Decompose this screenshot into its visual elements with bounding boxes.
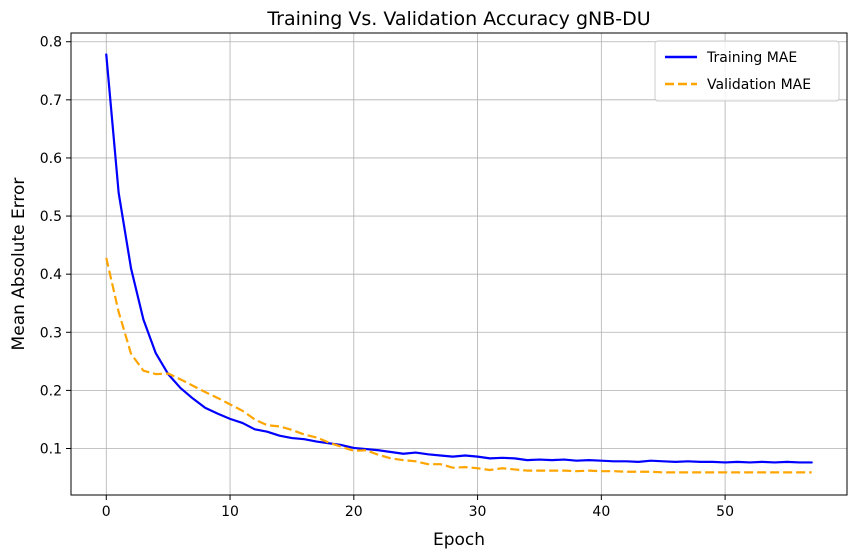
validation-mae-line bbox=[105, 257, 812, 474]
plot-frame bbox=[70, 32, 848, 496]
x-tick-label: 30 bbox=[469, 504, 487, 520]
legend-box bbox=[654, 40, 840, 102]
y-tick-label: 0.1 bbox=[40, 442, 62, 458]
y-tick-label: 0.4 bbox=[40, 267, 62, 283]
legend: Training MAE Validation MAE bbox=[654, 40, 840, 102]
y-tick-label: 0.8 bbox=[40, 35, 62, 51]
series-lines bbox=[105, 53, 813, 474]
legend-label-validation: Validation MAE bbox=[707, 77, 811, 93]
y-axis-label: Mean Absolute Error bbox=[9, 178, 29, 351]
legend-label-training: Training MAE bbox=[706, 50, 797, 66]
x-tick-label: 40 bbox=[592, 504, 610, 520]
chart-title: Training Vs. Validation Accuracy gNB-DU bbox=[266, 8, 650, 30]
y-axis-ticks: 0.1 0.2 0.3 0.4 0.5 0.6 0.7 0.8 bbox=[40, 35, 71, 458]
y-tick-label: 0.5 bbox=[40, 209, 62, 225]
x-axis-ticks: 0 10 20 30 40 50 bbox=[102, 495, 734, 520]
y-tick-label: 0.2 bbox=[40, 383, 62, 399]
y-tick-label: 0.3 bbox=[40, 325, 62, 341]
plot-area bbox=[71, 33, 847, 495]
training-mae-line bbox=[105, 53, 813, 464]
x-tick-label: 20 bbox=[345, 504, 363, 520]
x-tick-label: 0 bbox=[102, 504, 111, 520]
x-tick-label: 10 bbox=[221, 504, 239, 520]
x-tick-label: 50 bbox=[716, 504, 734, 520]
y-tick-label: 0.7 bbox=[40, 93, 62, 109]
y-tick-label: 0.6 bbox=[40, 151, 62, 167]
x-axis-label: Epoch bbox=[433, 530, 485, 550]
